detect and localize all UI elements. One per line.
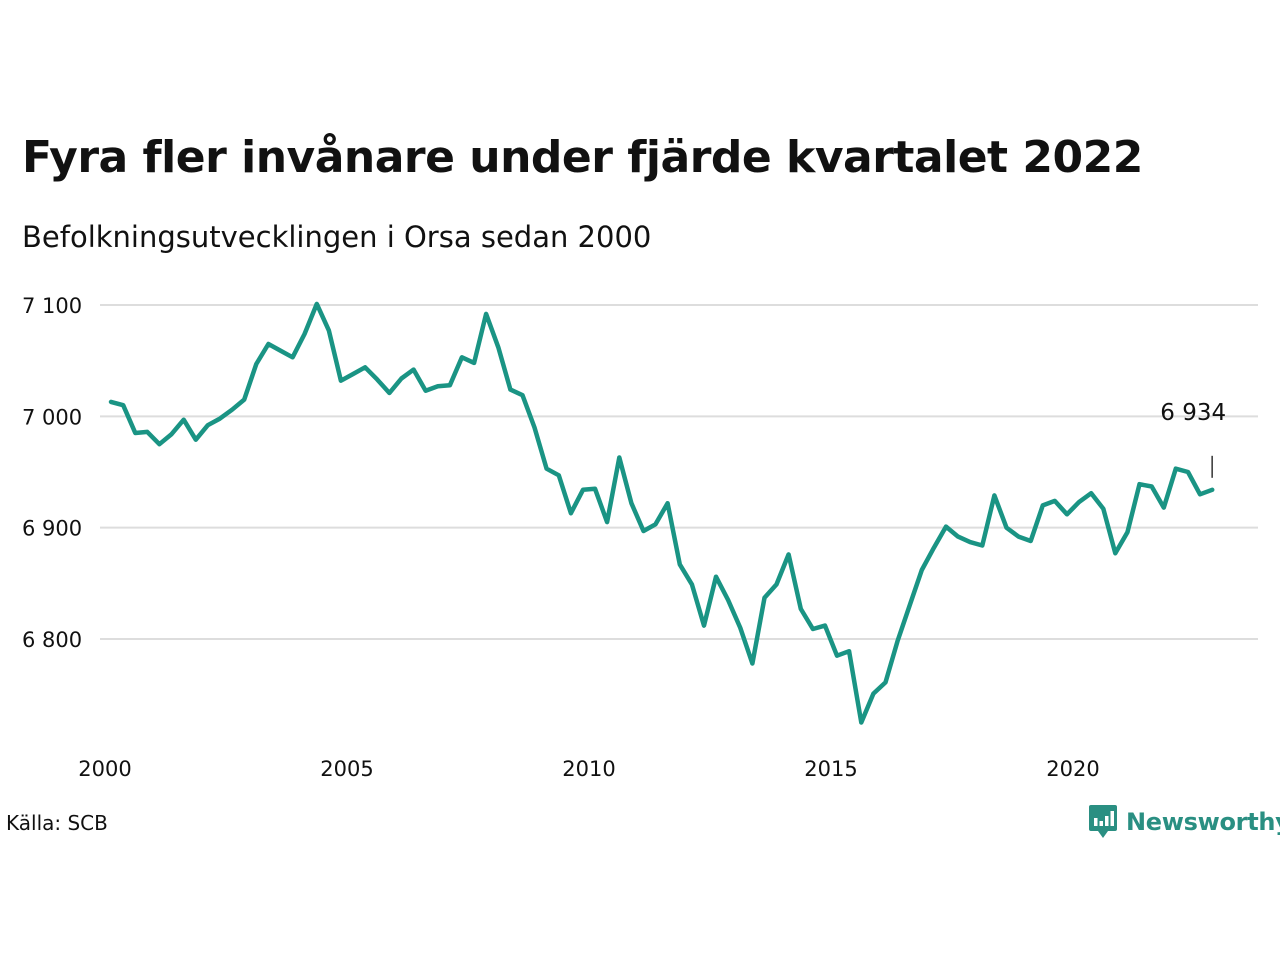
series-line <box>108 301 1215 725</box>
chart-title: Fyra fler invånare under fjärde kvartale… <box>22 132 1143 183</box>
x-axis-ticks: 2000 2005 2010 2015 2020 <box>78 757 1099 781</box>
last-value-label: 6 934 <box>1160 400 1226 426</box>
annotation-layer: 6 934 <box>1160 400 1226 478</box>
x-tick-label-2000: 2000 <box>78 757 131 781</box>
x-tick-label-2020: 2020 <box>1046 757 1099 781</box>
y-tick-label-6800: 6 800 <box>22 628 82 652</box>
y-axis-ticks: 6 800 6 900 7 000 7 100 <box>22 294 82 652</box>
brand-logo: Newsworthy <box>1088 804 1280 840</box>
series-layer <box>108 301 1215 725</box>
source-note: Källa: SCB <box>6 811 108 835</box>
bar-chart-speech-icon <box>1089 805 1117 838</box>
y-tick-label-7100: 7 100 <box>22 294 82 318</box>
y-tick-label-7000: 7 000 <box>22 405 82 429</box>
x-tick-label-2015: 2015 <box>804 757 857 781</box>
brand-name: Newsworthy <box>1126 808 1280 836</box>
y-tick-label-6900: 6 900 <box>22 517 82 541</box>
chart-subtitle: Befolkningsutvecklingen i Orsa sedan 200… <box>22 220 652 254</box>
x-tick-label-2005: 2005 <box>320 757 373 781</box>
grid-layer <box>100 304 1258 640</box>
x-tick-label-2010: 2010 <box>562 757 615 781</box>
